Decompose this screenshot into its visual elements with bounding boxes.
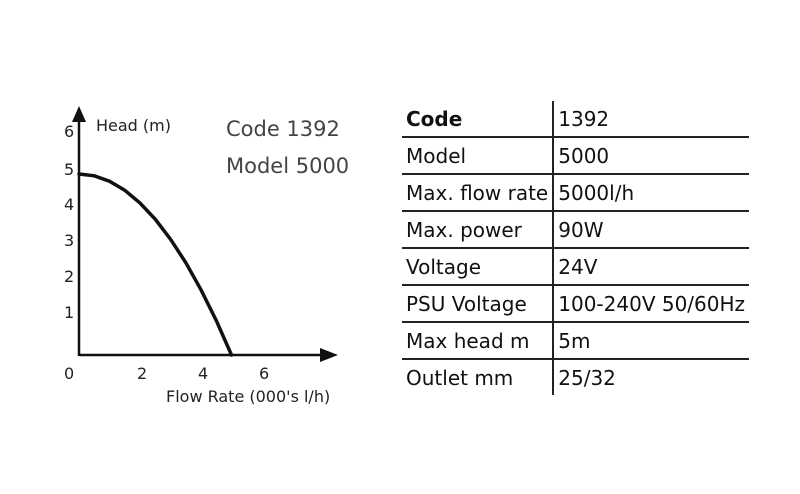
- spec-label: Model: [402, 137, 555, 175]
- spec-label: Outlet mm: [402, 359, 555, 395]
- x-tick-label: 4: [198, 364, 208, 383]
- table-row: Outlet mm 25/32: [402, 359, 749, 395]
- y-tick-label: 1: [64, 303, 74, 322]
- spec-value: 90W: [553, 211, 750, 249]
- code-annotation: Code 1392: [226, 117, 340, 141]
- table-row: Voltage 24V: [402, 248, 750, 286]
- x-tick-label: 6: [259, 364, 269, 383]
- y-tick-label: 6: [64, 122, 74, 141]
- x-tick-label: 2: [137, 364, 147, 383]
- spec-value: 25/32: [558, 365, 616, 390]
- table-row: Code 1392: [402, 101, 750, 138]
- spec-value: 100-240V 50/60Hz: [553, 285, 750, 323]
- model-annotation: Model 5000: [226, 154, 349, 178]
- spec-value: 24V: [553, 248, 750, 286]
- table-row: Max. power 90W: [402, 211, 750, 249]
- spec-label: Max. power: [402, 211, 555, 249]
- spec-label: Max head m: [402, 322, 555, 360]
- spec-value: 5000: [553, 137, 750, 175]
- pump-curve-chart: Head (m) Flow Rate (000's l/h) 0 2 4 6 1…: [64, 106, 349, 406]
- y-axis-title: Head (m): [96, 116, 171, 135]
- spec-value: 5000l/h: [553, 174, 750, 212]
- y-tick-label: 3: [64, 231, 74, 250]
- spec-label: Code: [402, 101, 555, 138]
- pump-curve-line: [77, 172, 234, 357]
- table-row: PSU Voltage 100-240V 50/60Hz: [402, 285, 750, 323]
- y-axis-arrow-icon: [72, 106, 86, 122]
- spec-label: Max. flow rate: [402, 174, 555, 212]
- spec-label: Voltage: [402, 248, 555, 286]
- table-row: Max head m 5m: [402, 322, 750, 360]
- spec-value: 1392: [553, 101, 750, 138]
- x-tick-label: 0: [64, 364, 74, 383]
- y-tick-label: 2: [64, 267, 74, 286]
- table-row: Model 5000: [402, 137, 750, 175]
- y-tick-label: 5: [64, 160, 74, 179]
- x-axis-title: Flow Rate (000's l/h): [166, 387, 330, 406]
- spec-label: PSU Voltage: [402, 285, 555, 323]
- x-axis-arrow-icon: [320, 348, 338, 362]
- spec-value: 5m: [553, 322, 750, 360]
- table-row: Max. flow rate 5000l/h: [402, 174, 750, 212]
- spec-table: Code 1392 Model 5000 Max. flow rate 5000…: [402, 101, 750, 395]
- y-tick-label: 4: [64, 195, 74, 214]
